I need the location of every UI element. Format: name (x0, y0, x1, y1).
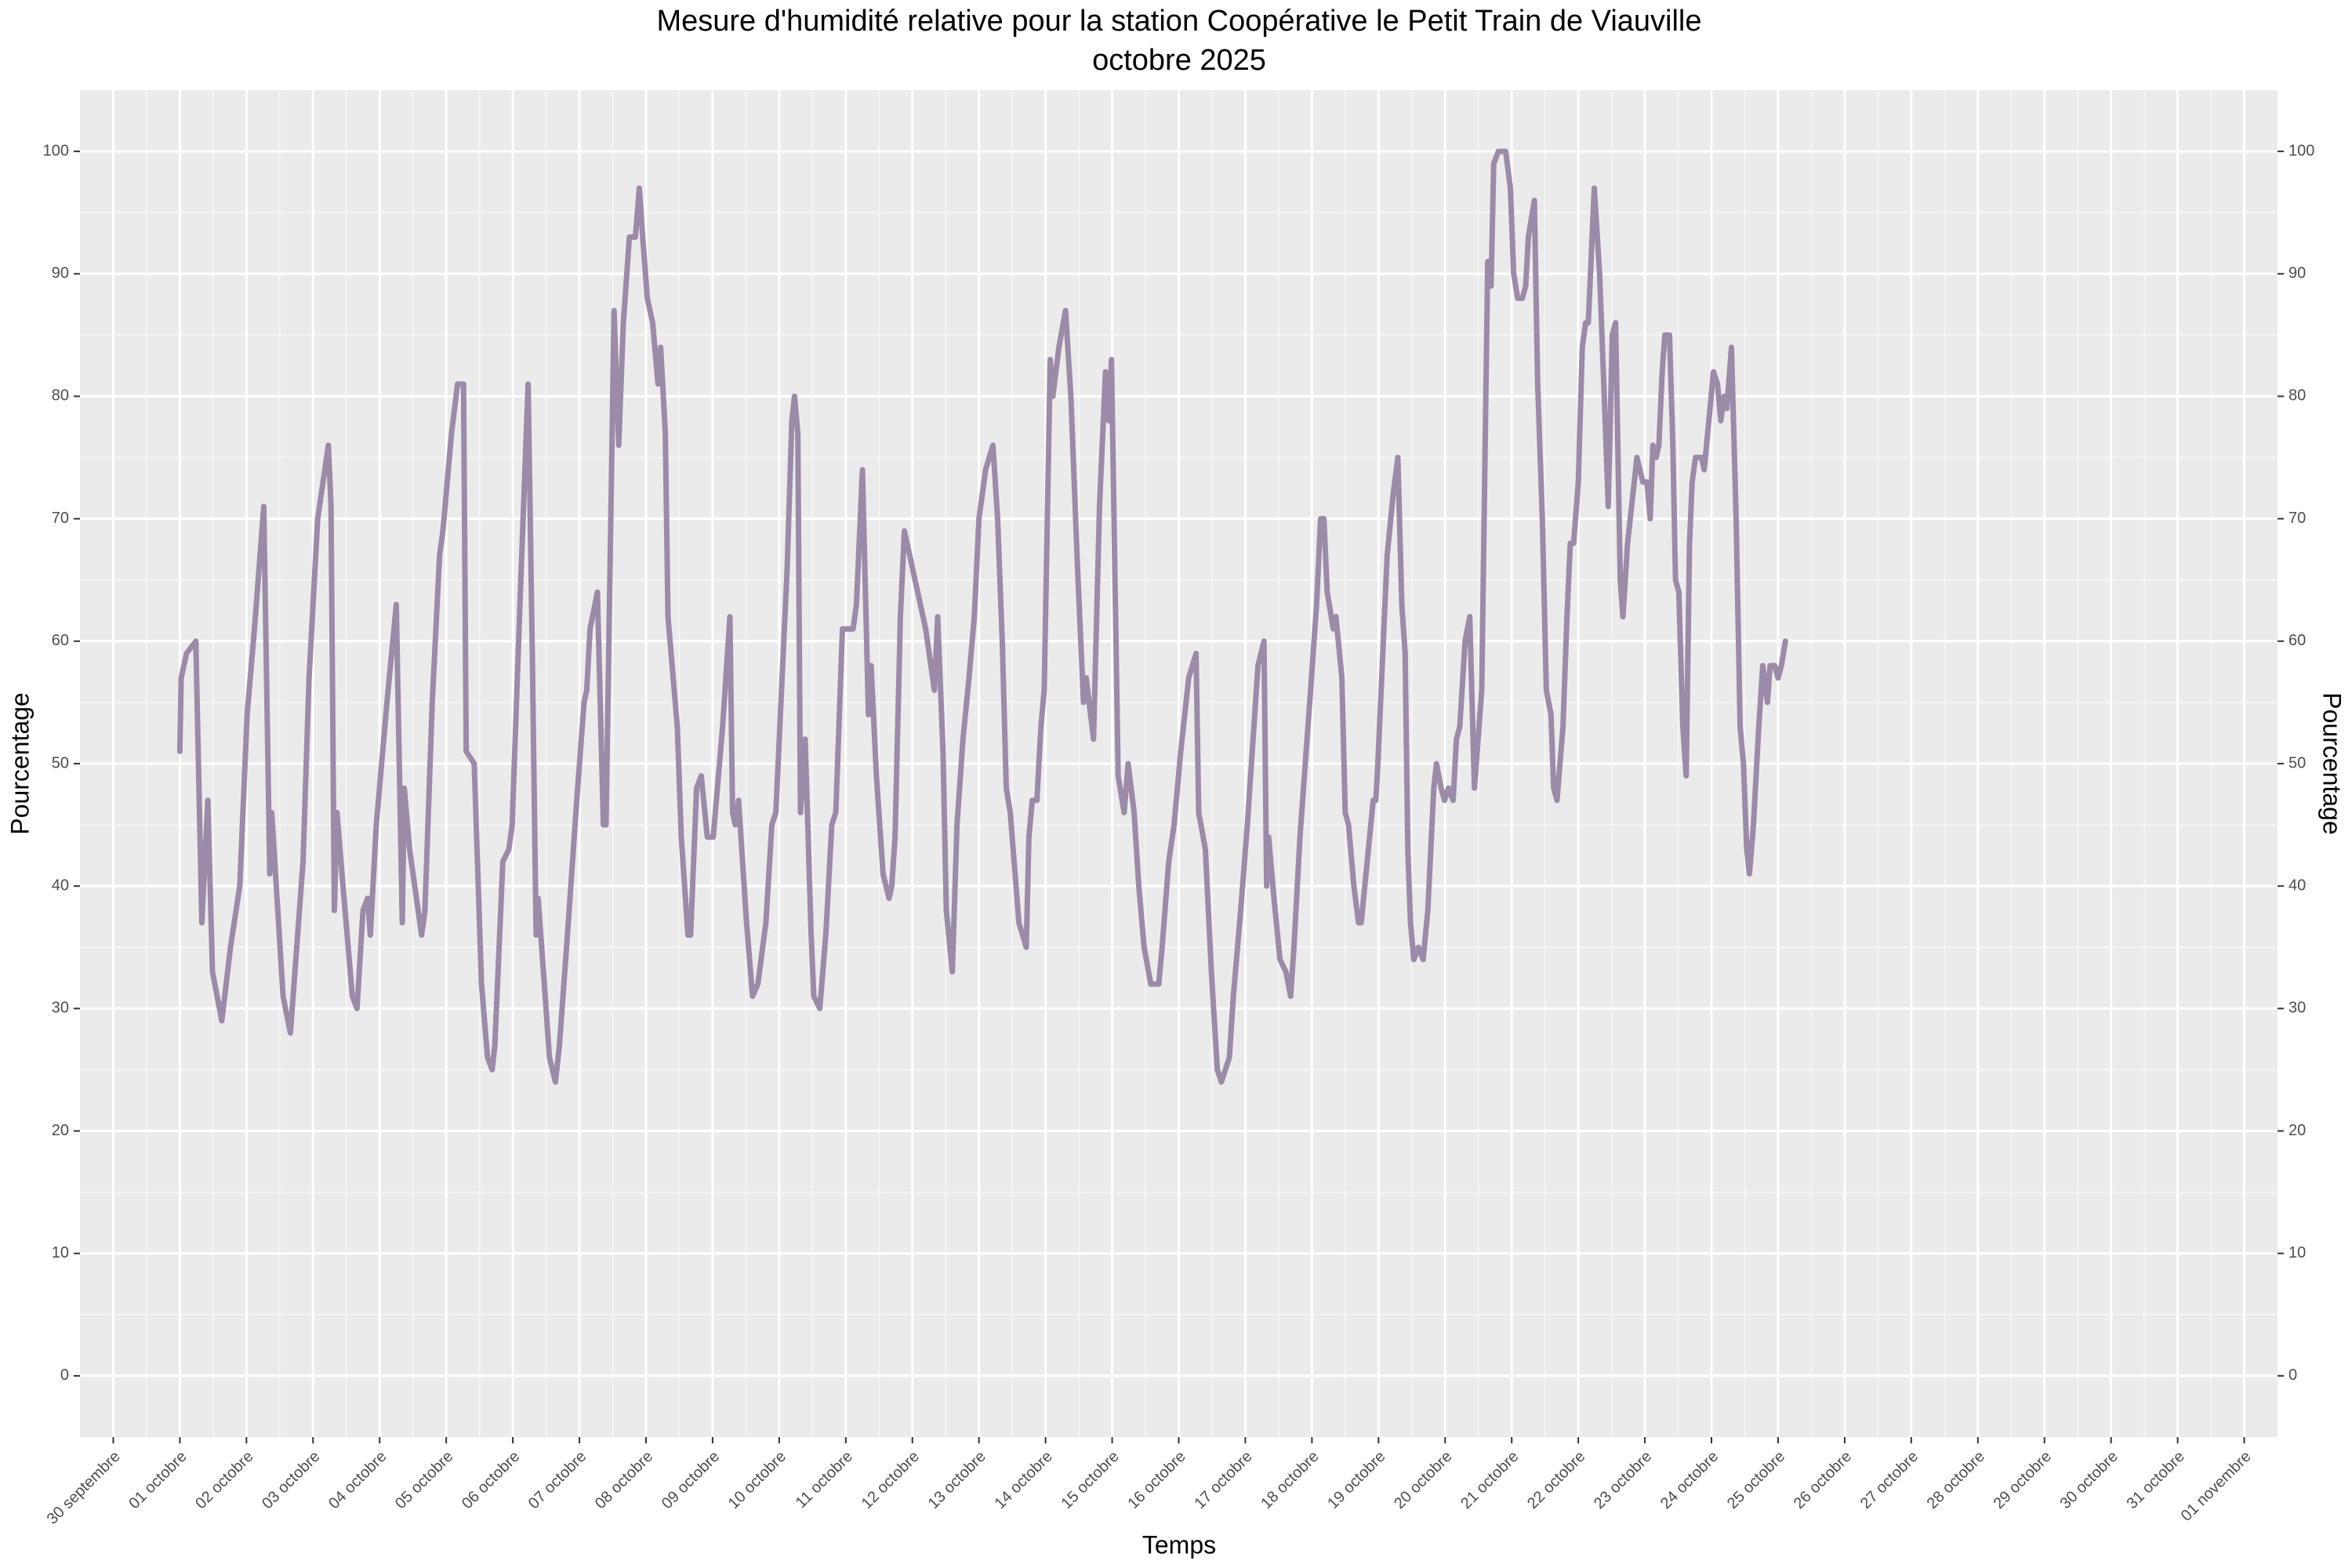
y2-axis-label: Pourcentage (2318, 692, 2347, 834)
x-tick-label: 26 octobre (1791, 1448, 1855, 1512)
y-tick-label: 60 (52, 632, 69, 649)
chart-subtitle: octobre 2025 (1092, 44, 1266, 77)
y2-tick-label: 70 (2288, 510, 2306, 527)
y2-tick-label: 50 (2288, 754, 2306, 771)
x-tick-label: 02 octobre (192, 1448, 256, 1512)
x-tick-label: 01 octobre (125, 1448, 190, 1512)
y2-tick-label: 30 (2288, 1000, 2306, 1017)
x-tick-label: 11 octobre (793, 1448, 856, 1512)
y-tick-label: 90 (52, 265, 69, 282)
x-tick-label: 01 novembre (2178, 1448, 2255, 1525)
y-axis-label: Pourcentage (5, 692, 34, 834)
y2-tick-label: 0 (2288, 1367, 2297, 1384)
x-tick-label: 30 septembre (44, 1448, 124, 1528)
y2-tick-label: 80 (2288, 387, 2306, 405)
x-tick-label: 18 octobre (1258, 1448, 1322, 1512)
x-tick-label: 23 octobre (1591, 1448, 1655, 1512)
y2-tick-label: 60 (2288, 632, 2306, 649)
x-tick-label: 17 octobre (1191, 1448, 1255, 1512)
y-tick-label: 20 (52, 1122, 69, 1139)
x-tick-label: 21 octobre (1457, 1448, 1522, 1512)
line-series (176, 148, 1788, 1085)
x-tick-label: 03 octobre (259, 1448, 323, 1512)
x-tick-label: 12 octobre (858, 1448, 923, 1512)
x-tick-label: 19 octobre (1324, 1448, 1388, 1512)
x-tick-label: 29 octobre (1991, 1448, 2055, 1512)
x-tick-label: 25 octobre (1724, 1448, 1788, 1512)
x-tick-label: 06 octobre (459, 1448, 523, 1512)
x-tick-label: 09 octobre (659, 1448, 723, 1512)
y-tick-label: 50 (52, 754, 69, 771)
y2-tick-label: 100 (2288, 142, 2314, 159)
x-tick-label: 04 octobre (325, 1448, 390, 1512)
x-tick-label: 28 octobre (1924, 1448, 1988, 1512)
y-tick-label: 80 (52, 387, 69, 405)
y-tick-label: 10 (52, 1244, 69, 1261)
y2-tick-label: 10 (2288, 1244, 2306, 1261)
chart-title: Mesure d'humidité relative pour la stati… (656, 5, 1701, 38)
x-tick-label: 22 octobre (1524, 1448, 1588, 1512)
x-tick-label: 05 octobre (392, 1448, 456, 1512)
x-tick-label: 24 octobre (1657, 1448, 1722, 1512)
y-tick-label: 0 (60, 1367, 69, 1384)
x-axis-label: Temps (1142, 1530, 1216, 1559)
x-tick-label: 31 octobre (2123, 1448, 2187, 1512)
y-tick-label: 40 (52, 877, 69, 894)
x-tick-label: 15 octobre (1058, 1448, 1122, 1512)
x-tick-label: 08 octobre (592, 1448, 656, 1512)
y-tick-label: 30 (52, 1000, 69, 1017)
x-tick-label: 10 octobre (725, 1448, 789, 1512)
x-tick-label: 13 octobre (925, 1448, 989, 1512)
y2-tick-label: 40 (2288, 877, 2306, 894)
x-tick-label: 30 octobre (2057, 1448, 2122, 1512)
x-tick-label: 16 octobre (1124, 1448, 1189, 1512)
y2-tick-label: 90 (2288, 265, 2306, 282)
x-tick-label: 20 octobre (1391, 1448, 1455, 1512)
x-tick-label: 14 octobre (992, 1448, 1056, 1512)
x-tick-label: 07 octobre (525, 1448, 590, 1512)
y2-tick-label: 20 (2288, 1122, 2306, 1139)
y-tick-label: 100 (43, 142, 69, 159)
y-tick-label: 70 (52, 510, 69, 527)
x-tick-label: 27 octobre (1857, 1448, 1922, 1512)
